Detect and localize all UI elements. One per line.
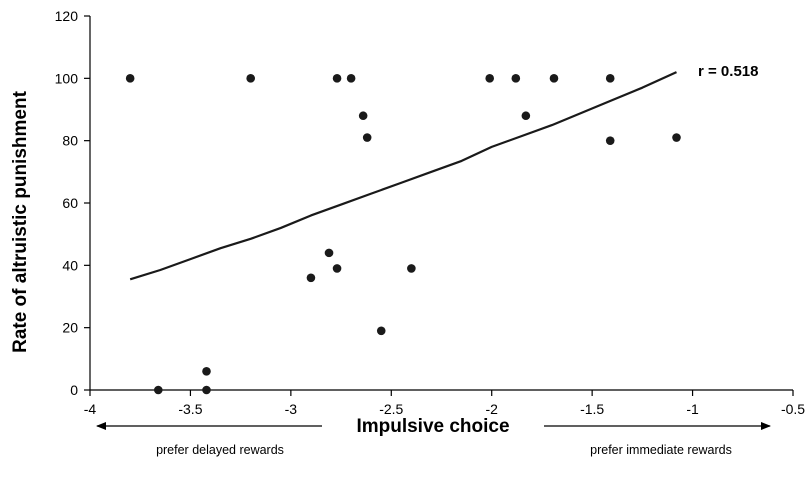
data-point xyxy=(332,264,342,273)
data-point xyxy=(605,74,615,83)
data-point xyxy=(605,136,615,145)
y-tick-label: 80 xyxy=(62,133,78,149)
right-note: prefer immediate rewards xyxy=(590,443,732,457)
x-tick-label: -3.5 xyxy=(178,401,202,417)
x-tick-label: -2 xyxy=(485,401,498,417)
data-point xyxy=(346,74,356,83)
data-point xyxy=(485,74,495,83)
data-point xyxy=(153,385,163,395)
y-tick-label: 60 xyxy=(62,195,78,211)
y-tick-label: 40 xyxy=(62,257,78,273)
y-axis-ticks: 0 20 40 60 80 100 120 xyxy=(55,8,90,398)
axes xyxy=(89,16,793,391)
data-point xyxy=(324,248,334,258)
x-tick-label: -4 xyxy=(84,401,97,417)
y-tick-label: 100 xyxy=(55,70,79,86)
x-tick-label: -0.5 xyxy=(781,401,805,417)
data-point xyxy=(358,111,368,121)
data-point xyxy=(202,367,211,376)
y-tick-label: 0 xyxy=(70,382,78,398)
y-axis-title: Rate of altruistic punishment xyxy=(10,90,31,352)
data-point xyxy=(306,273,316,283)
left-note: prefer delayed rewards xyxy=(156,443,284,457)
x-axis-title: Impulsive choice xyxy=(356,416,509,437)
x-tick-label: -2.5 xyxy=(379,401,403,417)
x-tick-label: -3 xyxy=(285,401,298,417)
data-point xyxy=(332,74,342,83)
data-point xyxy=(407,264,416,273)
data-point xyxy=(125,74,135,83)
data-point xyxy=(202,385,211,395)
x-tick-label: -1 xyxy=(686,401,699,417)
y-tick-label: 20 xyxy=(62,320,78,336)
correlation-label: r = 0.518 xyxy=(698,63,758,80)
data-point xyxy=(246,74,255,83)
x-tick-label: -1.5 xyxy=(580,401,604,417)
data-point xyxy=(376,326,386,336)
trendline-group xyxy=(129,71,677,281)
data-point xyxy=(511,74,521,83)
data-point xyxy=(521,111,531,121)
data-point xyxy=(549,74,559,83)
data-point xyxy=(672,133,681,142)
y-tick-label: 120 xyxy=(55,8,79,24)
x-axis-ticks: -4 -3.5 -3 -2.5 -2 -1.5 -1 -0.5 xyxy=(84,390,805,417)
data-points xyxy=(125,74,681,395)
data-point xyxy=(362,133,372,142)
trendline xyxy=(129,71,677,281)
